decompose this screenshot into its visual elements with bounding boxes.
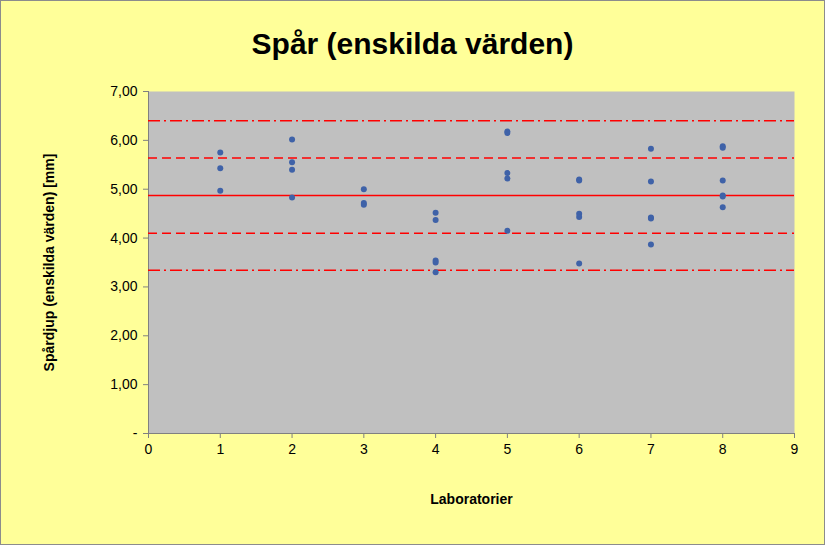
svg-text:4: 4 — [432, 441, 440, 457]
svg-text:Laboratorier: Laboratorier — [430, 491, 513, 507]
svg-text:3: 3 — [360, 441, 368, 457]
html-text:Spår (enskilda värden): Spår (enskilda värden) — [251, 27, 574, 60]
svg-text:0: 0 — [145, 441, 153, 457]
svg-text:-: - — [133, 425, 138, 441]
svg-text:Spårdjup (enskilda värden) [mm: Spårdjup (enskilda värden) [mm] — [41, 154, 57, 372]
svg-text:5: 5 — [503, 441, 511, 457]
svg-text:6,00: 6,00 — [110, 132, 137, 148]
svg-text:7,00: 7,00 — [110, 83, 137, 99]
svg-text:2: 2 — [288, 441, 296, 457]
svg-text:9: 9 — [791, 441, 799, 457]
svg-text:2,00: 2,00 — [110, 327, 137, 343]
svg-text:8: 8 — [719, 441, 727, 457]
svg-text:1,00: 1,00 — [110, 376, 137, 392]
svg-text:1: 1 — [216, 441, 224, 457]
svg-text:7: 7 — [647, 441, 655, 457]
svg-text:3,00: 3,00 — [110, 278, 137, 294]
svg-text:5,00: 5,00 — [110, 181, 137, 197]
svg-text:6: 6 — [575, 441, 583, 457]
svg-text:4,00: 4,00 — [110, 230, 137, 246]
